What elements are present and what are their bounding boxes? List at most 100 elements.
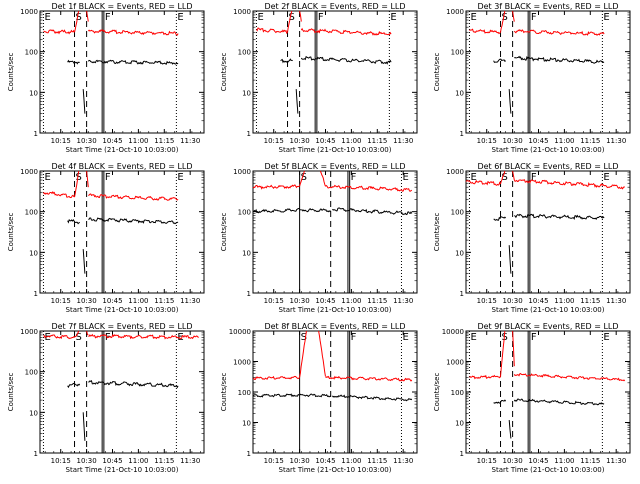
y-tick-label: 100 xyxy=(238,49,251,57)
y-tick-label: 100 xyxy=(25,49,38,57)
series-line-lld xyxy=(500,170,506,185)
series-line-events xyxy=(88,217,179,225)
x-tick-label: 10:30 xyxy=(77,137,97,145)
series-line-lld xyxy=(74,10,80,33)
series-line-lld xyxy=(86,10,89,22)
series-line-lld xyxy=(88,193,179,201)
series-line-events xyxy=(82,249,86,274)
y-tick-label: 10000 xyxy=(229,328,251,336)
series-line-events xyxy=(301,393,331,398)
event-marker-label: E xyxy=(44,12,50,23)
event-marker-label: F xyxy=(351,172,357,183)
plot-frame xyxy=(252,330,418,454)
x-axis-label: Start Time (21-Oct-10 10:03:00) xyxy=(492,466,605,474)
y-axis-label: Counts/sec xyxy=(433,213,441,252)
event-marker-label: F xyxy=(531,12,537,23)
chart-title: Det 5f BLACK = Events, RED = LLD xyxy=(264,162,405,171)
event-marker-label: E xyxy=(390,12,396,23)
series-line-lld xyxy=(325,184,413,192)
series-line-events xyxy=(82,412,86,441)
event-marker-label: S xyxy=(502,12,508,23)
y-tick-label: 1 xyxy=(460,130,464,138)
y-tick-label: 1000 xyxy=(446,168,464,176)
event-marker-label: S xyxy=(76,172,82,183)
x-axis-label: Start Time (21-Oct-10 10:03:00) xyxy=(279,146,392,154)
y-tick-label: 1000 xyxy=(20,8,38,16)
x-tick-label: 11:30 xyxy=(393,297,413,305)
series-line-lld xyxy=(465,179,501,186)
x-tick-label: 10:15 xyxy=(51,137,71,145)
x-tick-label: 10:30 xyxy=(503,457,523,465)
x-tick-label: 10:30 xyxy=(77,297,97,305)
chart-title: Det 8f BLACK = Events, RED = LLD xyxy=(264,322,405,331)
chart-panel-7: Det 7f BLACK = Events, RED = LLD 1 10 100 10… xyxy=(0,320,213,480)
series-line-events xyxy=(300,55,392,65)
chart-title: Det 6f BLACK = Events, RED = LLD xyxy=(477,162,618,171)
x-axis-label: Start Time (21-Oct-10 10:03:00) xyxy=(492,306,605,314)
series-line-lld xyxy=(325,375,413,382)
chart-svg: Det 7f BLACK = Events, RED = LLD 1 10 100 10… xyxy=(7,322,205,474)
chart-panel-5: Det 5f BLACK = Events, RED = LLD 1 10 100 10… xyxy=(213,160,426,320)
y-tick-label: 10000 xyxy=(442,328,464,336)
event-marker-label: E xyxy=(44,172,50,183)
plot-frame xyxy=(252,170,418,294)
x-tick-label: 10:45 xyxy=(102,457,122,465)
series-line-lld xyxy=(300,27,392,36)
chart-panel-1: Det 1f BLACK = Events, RED = LLD 1 10 100 10… xyxy=(0,0,213,160)
event-marker-label: E xyxy=(603,12,609,23)
plot-frame xyxy=(39,10,205,134)
x-tick-label: 11:30 xyxy=(180,297,200,305)
y-tick-label: 10 xyxy=(242,420,251,428)
chart-svg: Det 2f BLACK = Events, RED = LLD 1 10 100 10… xyxy=(220,2,418,154)
plot-frame xyxy=(465,10,631,134)
chart-svg: Det 3f BLACK = Events, RED = LLD 1 10 100 10… xyxy=(433,2,631,154)
x-tick-label: 11:00 xyxy=(341,297,361,305)
y-tick-label: 1 xyxy=(34,450,38,458)
event-marker-label: F xyxy=(531,332,537,343)
y-tick-label: 10 xyxy=(29,249,38,257)
chart-panel-3: Det 3f BLACK = Events, RED = LLD 1 10 100 10… xyxy=(426,0,639,160)
x-tick-label: 11:00 xyxy=(128,137,148,145)
x-tick-label: 11:00 xyxy=(554,457,574,465)
chart-svg: Det 9f BLACK = Events, RED = LLD 1 10 100 10… xyxy=(433,322,631,474)
series-line-events xyxy=(493,58,506,63)
x-tick-label: 10:15 xyxy=(477,457,497,465)
y-tick-label: 100 xyxy=(451,389,464,397)
series-line-lld xyxy=(299,170,306,187)
event-marker-label: S xyxy=(76,332,82,343)
event-marker-label: S xyxy=(502,172,508,183)
x-tick-label: 11:15 xyxy=(367,457,387,465)
series-line-events xyxy=(513,398,605,406)
chart-panel-8: Det 8f BLACK = Events, RED = LLD 1 10 100 10… xyxy=(213,320,426,480)
series-line-events xyxy=(280,58,293,64)
y-tick-label: 100 xyxy=(451,209,464,217)
event-marker-label: E xyxy=(44,332,50,343)
plot-frame xyxy=(465,170,631,294)
series-line-events xyxy=(87,59,179,65)
series-line-lld xyxy=(253,375,300,381)
event-marker-label: F xyxy=(105,12,111,23)
series-line-lld xyxy=(513,29,605,36)
x-tick-label: 11:15 xyxy=(154,137,174,145)
chart-panel-6: Det 6f BLACK = Events, RED = LLD 1 10 100 10… xyxy=(426,160,639,320)
x-tick-label: 10:30 xyxy=(503,297,523,305)
plot-frame xyxy=(39,170,205,294)
series-line-lld xyxy=(299,10,302,22)
chart-svg: Det 8f BLACK = Events, RED = LLD 1 10 100 10… xyxy=(220,322,418,474)
y-tick-label: 10 xyxy=(242,89,251,97)
x-axis-label: Start Time (21-Oct-10 10:03:00) xyxy=(66,306,179,314)
x-tick-label: 10:15 xyxy=(477,297,497,305)
series-line-lld xyxy=(469,374,501,380)
series-line-lld xyxy=(74,170,80,198)
event-marker-label: F xyxy=(351,332,357,343)
chart-title: Det 4f BLACK = Events, RED = LLD xyxy=(51,162,192,171)
series-line-events xyxy=(88,379,179,389)
y-tick-label: 1 xyxy=(247,450,251,458)
event-marker-label: F xyxy=(531,172,537,183)
y-tick-label: 100 xyxy=(238,389,251,397)
series-line-lld xyxy=(512,170,515,181)
x-tick-label: 10:15 xyxy=(264,137,284,145)
x-tick-label: 10:15 xyxy=(477,137,497,145)
series-line-events xyxy=(252,393,302,398)
event-marker-label: S xyxy=(76,12,82,23)
